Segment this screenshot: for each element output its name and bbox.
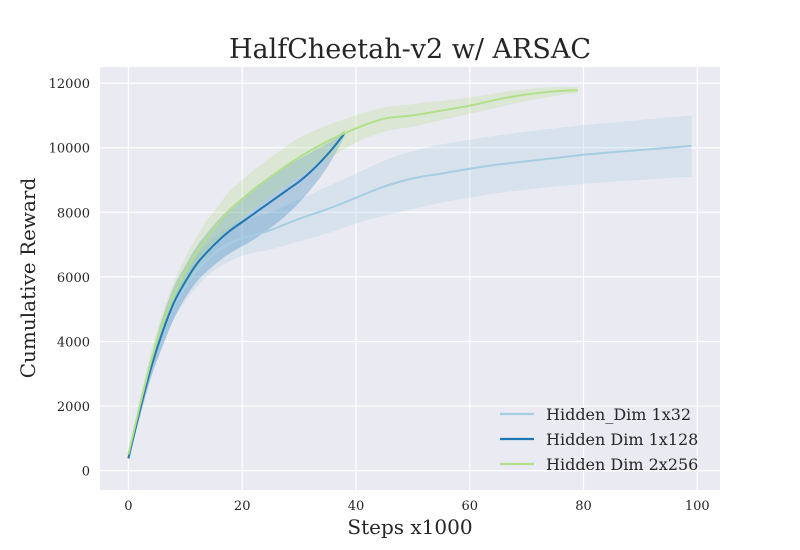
y-axis-label: Cumulative Reward [16,178,40,379]
band-series-1 [128,130,345,461]
legend: Hidden_Dim 1x32 Hidden Dim 1x128 Hidden Di… [500,405,698,474]
legend-label-2: Hidden Dim 2x256 [546,455,698,474]
x-axis-label: Steps x1000 [347,515,472,539]
x-tick-label-1: 20 [234,499,251,514]
line-series-1 [127,132,346,459]
y-tick-labels: 0 2000 4000 6000 8000 10000 12000 [49,77,90,479]
y-tick-label-4: 8000 [57,206,90,221]
y-tick-label-2: 4000 [57,335,90,350]
y-tick-label-1: 2000 [57,400,90,415]
series-lines [127,89,692,459]
x-tick-label-0: 0 [124,499,132,514]
chart-title: HalfCheetah-v2 w/ ARSAC [229,34,591,65]
legend-label-0: Hidden_Dim 1x32 [546,405,691,424]
plot-area [100,67,720,490]
y-tick-label-6: 12000 [49,77,90,92]
x-tick-label-4: 80 [575,499,592,514]
line-series-2 [127,89,578,455]
y-tick-label-0: 0 [82,465,90,480]
x-tick-labels: 0 20 40 60 80 100 [124,499,709,514]
legend-label-1: Hidden Dim 1x128 [546,430,698,449]
y-tick-label-5: 10000 [49,142,90,157]
y-tick-label-3: 6000 [57,271,90,286]
x-tick-label-3: 60 [461,499,478,514]
line-series-0 [127,144,692,458]
grid-lines [100,67,720,490]
x-tick-label-5: 100 [685,499,710,514]
x-tick-label-2: 40 [348,499,365,514]
